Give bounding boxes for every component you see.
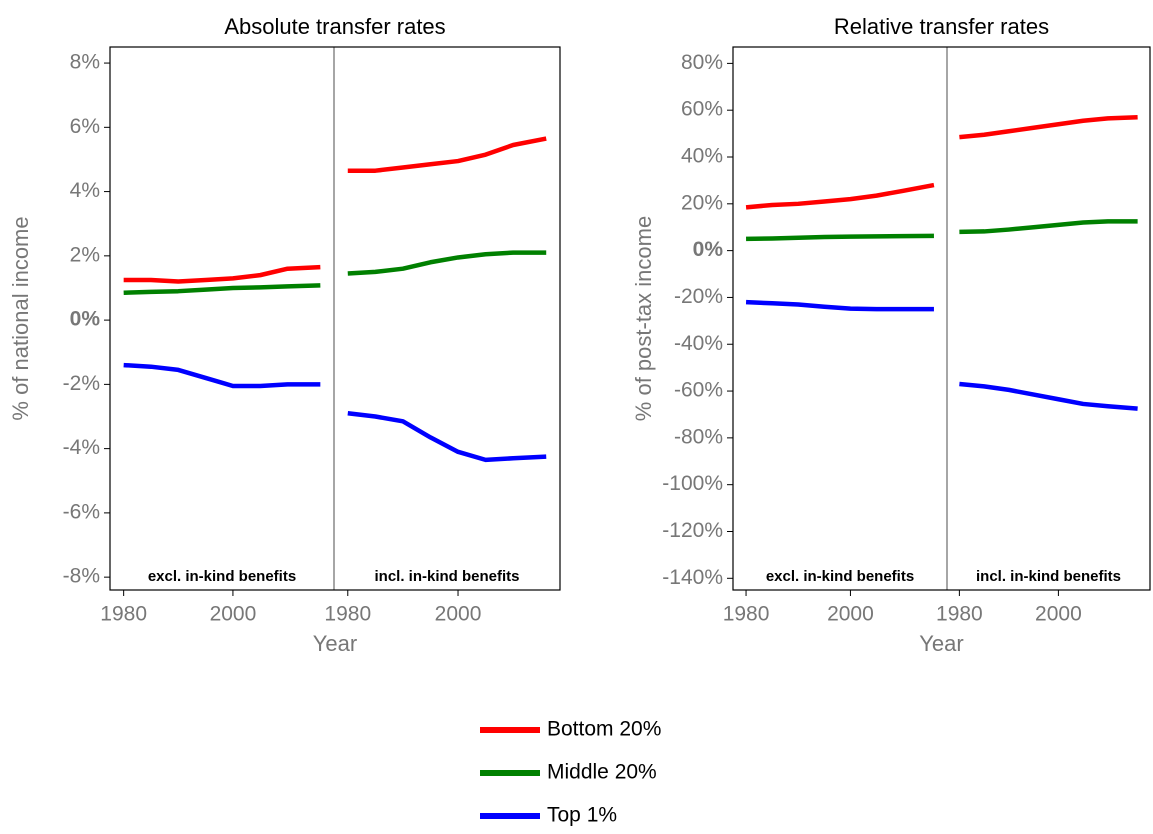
legend-label: Bottom 20%	[547, 718, 661, 741]
y-tick-label: 60%	[681, 98, 723, 121]
y-tick-label: -80%	[674, 425, 723, 448]
x-tick-label: 2000	[210, 603, 257, 626]
y-tick-label: 6%	[70, 115, 100, 138]
trend-line	[347, 250, 547, 276]
facet-label: incl. in-kind benefits	[976, 568, 1121, 585]
y-tick-label: -100%	[662, 472, 723, 495]
plot-frame	[732, 46, 1151, 591]
x-axis-label: Year	[919, 631, 963, 656]
y-tick-label: -40%	[674, 332, 723, 355]
y-tick-label: -60%	[674, 379, 723, 402]
trend-line	[746, 233, 934, 242]
x-tick-label: 1980	[723, 603, 770, 626]
y-tick-label: 2%	[70, 243, 100, 266]
y-tick-label: 4%	[70, 179, 100, 202]
y-tick-label: 80%	[681, 51, 723, 74]
trend-line	[347, 411, 547, 463]
y-tick-label: 0%	[70, 308, 101, 331]
trend-line	[959, 219, 1138, 235]
x-tick-label: 1980	[100, 603, 147, 626]
facet-label: excl. in-kind benefits	[766, 568, 914, 585]
chart-title: Relative transfer rates	[834, 14, 1049, 39]
trend-line	[745, 182, 935, 210]
facet-label: excl. in-kind benefits	[148, 568, 296, 585]
y-tick-label: 0%	[693, 238, 724, 261]
x-tick-label: 1980	[936, 603, 983, 626]
x-tick-label: 2000	[435, 603, 482, 626]
y-tick-label: 20%	[681, 191, 723, 214]
y-axis-label: % of national income	[8, 216, 33, 420]
trend-line	[959, 114, 1138, 140]
y-tick-label: 8%	[70, 51, 100, 74]
legend-label: Middle 20%	[547, 761, 657, 784]
trend-line	[123, 362, 321, 389]
y-tick-label: 40%	[681, 145, 723, 168]
y-axis-label: % of post-tax income	[631, 216, 656, 421]
trend-line	[123, 264, 321, 284]
y-tick-label: -8%	[63, 565, 100, 588]
trend-line	[347, 136, 547, 173]
plot-frame	[109, 46, 561, 591]
x-tick-label: 2000	[1035, 603, 1082, 626]
y-tick-label: -2%	[63, 372, 100, 395]
legend-label: Top 1%	[547, 804, 617, 827]
y-tick-label: -120%	[662, 519, 723, 542]
y-tick-label: -4%	[63, 436, 100, 459]
trend-line	[959, 381, 1138, 411]
facet-label: incl. in-kind benefits	[374, 568, 519, 585]
x-tick-label: 1980	[324, 603, 371, 626]
x-tick-label: 2000	[827, 603, 874, 626]
chart-title: Absolute transfer rates	[224, 14, 445, 39]
trend-line	[123, 283, 321, 296]
y-tick-label: -140%	[662, 566, 723, 589]
y-tick-label: -6%	[63, 500, 100, 523]
trend-line	[745, 299, 934, 312]
y-tick-label: -20%	[674, 285, 723, 308]
x-axis-label: Year	[313, 631, 357, 656]
